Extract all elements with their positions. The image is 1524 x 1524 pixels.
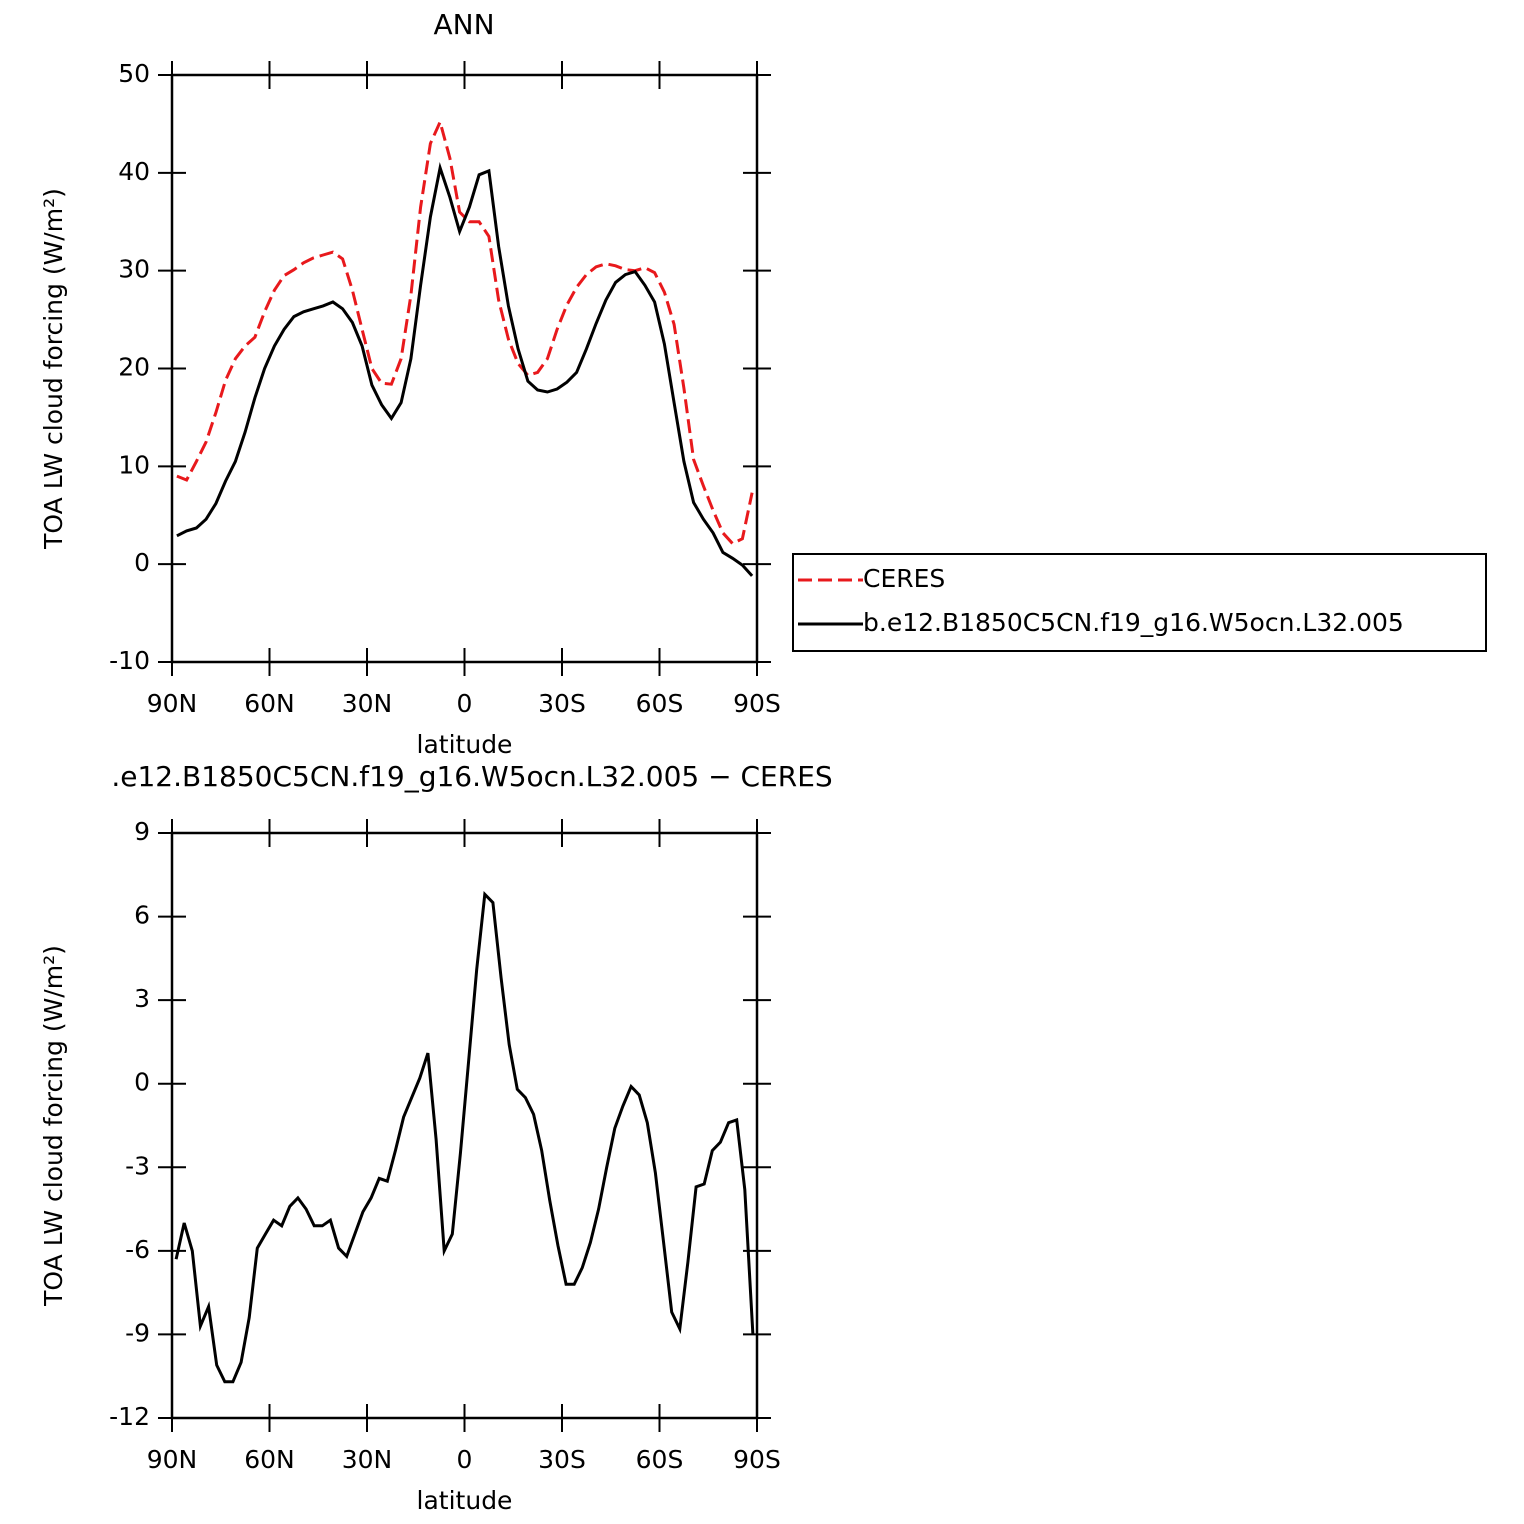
y-tick-label: 0 bbox=[134, 1068, 150, 1097]
x-tick-label: 90N bbox=[147, 689, 198, 718]
y-tick-label: -6 bbox=[125, 1235, 150, 1264]
chart-title: .e12.B1850C5CN.f19_g16.W5ocn.L32.005 − C… bbox=[111, 760, 832, 793]
y-axis-label: TOA LW cloud forcing (W/m²) bbox=[39, 945, 68, 1307]
x-tick-label: 30N bbox=[342, 1445, 393, 1474]
y-tick-label: 10 bbox=[118, 450, 150, 479]
y-axis-label: TOA LW cloud forcing (W/m²) bbox=[39, 188, 68, 550]
y-tick-label: 9 bbox=[134, 817, 150, 846]
y-tick-label: 20 bbox=[118, 353, 150, 382]
x-tick-label: 60N bbox=[244, 689, 295, 718]
x-tick-label: 90N bbox=[147, 1445, 198, 1474]
legend-label: CERES bbox=[863, 564, 945, 593]
data-line bbox=[174, 890, 755, 1384]
data-line bbox=[176, 162, 754, 577]
y-tick-label: 50 bbox=[118, 59, 150, 88]
x-axis-label: latitude bbox=[417, 730, 513, 759]
y-tick-label: 0 bbox=[134, 548, 150, 577]
data-line bbox=[176, 117, 754, 546]
x-tick-label: 60S bbox=[636, 1445, 684, 1474]
x-tick-label: 60S bbox=[636, 689, 684, 718]
x-tick-label: 30S bbox=[538, 689, 586, 718]
x-tick-label: 90S bbox=[733, 1445, 781, 1474]
x-tick-label: 90S bbox=[733, 689, 781, 718]
y-tick-label: -12 bbox=[109, 1402, 150, 1431]
x-tick-label: 0 bbox=[457, 689, 473, 718]
y-tick-label: 30 bbox=[118, 255, 150, 284]
x-tick-label: 60N bbox=[244, 1445, 295, 1474]
chart-title: ANN bbox=[433, 8, 494, 41]
x-tick-label: 30N bbox=[342, 689, 393, 718]
x-axis-label: latitude bbox=[417, 1486, 513, 1515]
y-tick-label: 40 bbox=[118, 157, 150, 186]
y-tick-label: -3 bbox=[125, 1151, 150, 1180]
y-tick-label: 6 bbox=[134, 901, 150, 930]
x-tick-label: 30S bbox=[538, 1445, 586, 1474]
legend-label: b.e12.B1850C5CN.f19_g16.W5ocn.L32.005 bbox=[863, 608, 1404, 637]
plot-frame bbox=[170, 831, 759, 1420]
y-tick-label: 3 bbox=[134, 984, 150, 1013]
x-tick-label: 0 bbox=[457, 1445, 473, 1474]
y-tick-label: -9 bbox=[125, 1318, 150, 1347]
y-tick-label: -10 bbox=[109, 646, 150, 675]
legend-box bbox=[792, 553, 1487, 652]
